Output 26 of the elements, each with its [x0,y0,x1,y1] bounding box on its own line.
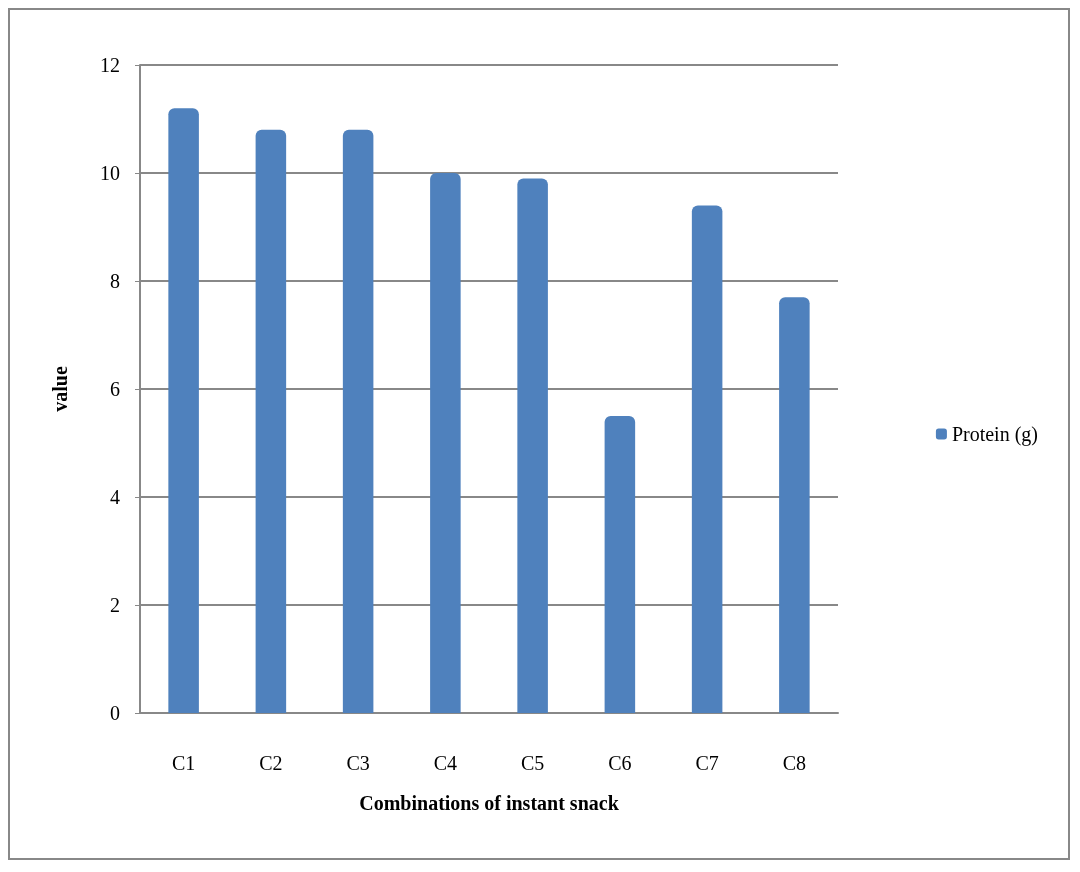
y-tick-label: 2 [110,594,120,616]
y-axis-title: value [49,366,71,412]
y-tick-label: 10 [100,162,120,184]
x-tick-label: C4 [433,752,458,774]
x-tick-label: C6 [608,752,632,774]
x-tick-label: C5 [520,752,545,774]
y-tick-label: 6 [110,378,120,400]
bar [430,173,461,713]
y-tick-label: 4 [110,486,120,508]
bar [342,129,374,713]
x-axis-title: Combinations of instant snack [359,792,620,814]
y-tick-label: 0 [110,702,120,724]
y-tick-label: 12 [100,54,120,76]
legend-label: Protein (g) [951,423,1038,446]
x-tick-label: C2 [259,752,283,774]
x-tick-label: C1 [171,752,196,774]
y-tick-label: 8 [110,270,120,292]
x-tick-label: C3 [346,752,370,774]
bar [255,129,287,713]
bar [604,416,636,713]
bar [517,178,548,713]
x-tick-label: C7 [695,752,719,774]
bar [168,108,199,713]
bar [779,297,810,713]
x-tick-label: C8 [782,752,807,774]
bar [691,205,723,713]
